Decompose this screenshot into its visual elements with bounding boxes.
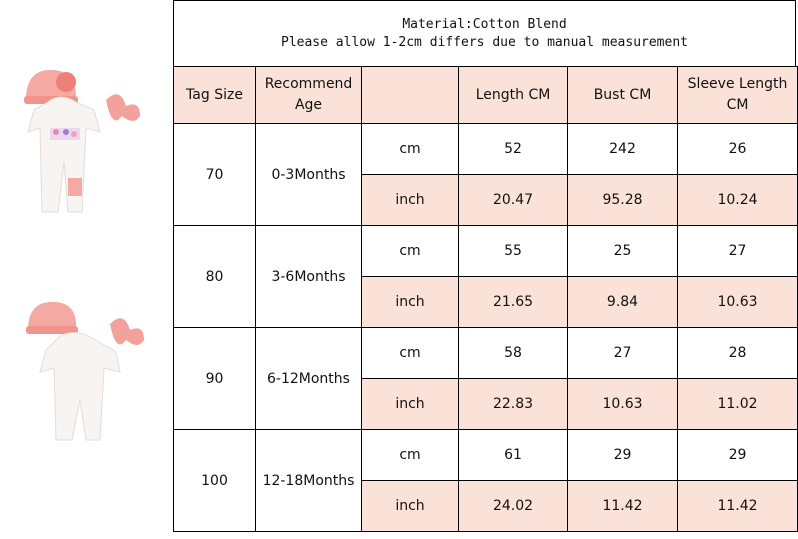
sleeve-cell: 27 <box>677 225 798 277</box>
col-bust: Bust CM <box>567 66 678 124</box>
bust-cell: 27 <box>567 327 678 379</box>
sleeve-cell: 10.24 <box>677 174 798 226</box>
table-row: 100 12-18Months cm 61 29 29 <box>173 429 798 532</box>
col-recommend-age: Recommend Age <box>255 66 362 124</box>
col-sleeve-length: Sleeve Length CM <box>677 66 798 124</box>
romper-with-hat-back-image <box>26 301 144 441</box>
tag-size-cell: 90 <box>173 327 256 430</box>
bust-cell: 9.84 <box>567 276 678 328</box>
table-header-row: Tag Size Recommend Age Length CM Bust CM… <box>173 66 798 124</box>
age-cell: 12-18Months <box>255 429 362 532</box>
table-row: inch 22.83 10.63 11.02 <box>174 378 798 430</box>
unit-cell: inch <box>361 276 459 328</box>
length-cell: 55 <box>458 225 568 277</box>
col-unit <box>361 66 459 124</box>
sleeve-cell: 10.63 <box>677 276 798 328</box>
material-note: Material:Cotton Blend <box>402 16 567 32</box>
length-cell: 22.83 <box>458 378 568 430</box>
table-row: inch 21.65 9.84 10.63 <box>174 276 798 328</box>
bust-cell: 10.63 <box>567 378 678 430</box>
size-chart-header: Material:Cotton Blend Please allow 1-2cm… <box>173 0 796 66</box>
unit-cell: cm <box>361 123 459 175</box>
sleeve-cell: 29 <box>677 429 798 481</box>
length-cell: 21.65 <box>458 276 568 328</box>
bust-cell: 25 <box>567 225 678 277</box>
age-cell: 3-6Months <box>255 225 362 328</box>
bust-cell: 11.42 <box>567 480 678 532</box>
sleeve-cell: 26 <box>677 123 798 175</box>
table-row: 90 6-12Months cm 58 27 28 <box>173 327 798 430</box>
romper-with-hat-front-image <box>24 69 140 213</box>
length-cell: 20.47 <box>458 174 568 226</box>
sleeve-cell: 11.42 <box>677 480 798 532</box>
table-row: inch 24.02 11.42 11.42 <box>174 480 798 532</box>
length-cell: 58 <box>458 327 568 379</box>
size-table: Tag Size Recommend Age Length CM Bust CM… <box>173 66 798 532</box>
bust-cell: 29 <box>567 429 678 481</box>
product-photos <box>0 0 173 539</box>
col-length: Length CM <box>458 66 568 124</box>
bust-cell: 242 <box>567 123 678 175</box>
bust-cell: 95.28 <box>567 174 678 226</box>
sleeve-cell: 11.02 <box>677 378 798 430</box>
unit-cell: inch <box>361 174 459 226</box>
size-chart: Material:Cotton Blend Please allow 1-2cm… <box>173 0 798 539</box>
unit-cell: cm <box>361 225 459 277</box>
table-row: 70 0-3Months cm 52 242 26 <box>173 123 798 226</box>
length-cell: 24.02 <box>458 480 568 532</box>
measurement-note: Please allow 1-2cm differs due to manual… <box>281 34 688 50</box>
age-cell: 0-3Months <box>255 123 362 226</box>
sleeve-cell: 28 <box>677 327 798 379</box>
age-cell: 6-12Months <box>255 327 362 430</box>
unit-cell: cm <box>361 429 459 481</box>
col-tag-size: Tag Size <box>173 66 256 124</box>
unit-cell: inch <box>361 480 459 532</box>
unit-cell: cm <box>361 327 459 379</box>
tag-size-cell: 70 <box>173 123 256 226</box>
table-row: 80 3-6Months cm 55 25 27 <box>173 225 798 328</box>
unit-cell: inch <box>361 378 459 430</box>
tag-size-cell: 80 <box>173 225 256 328</box>
length-cell: 61 <box>458 429 568 481</box>
tag-size-cell: 100 <box>173 429 256 532</box>
length-cell: 52 <box>458 123 568 175</box>
table-row: inch 20.47 95.28 10.24 <box>174 174 798 226</box>
